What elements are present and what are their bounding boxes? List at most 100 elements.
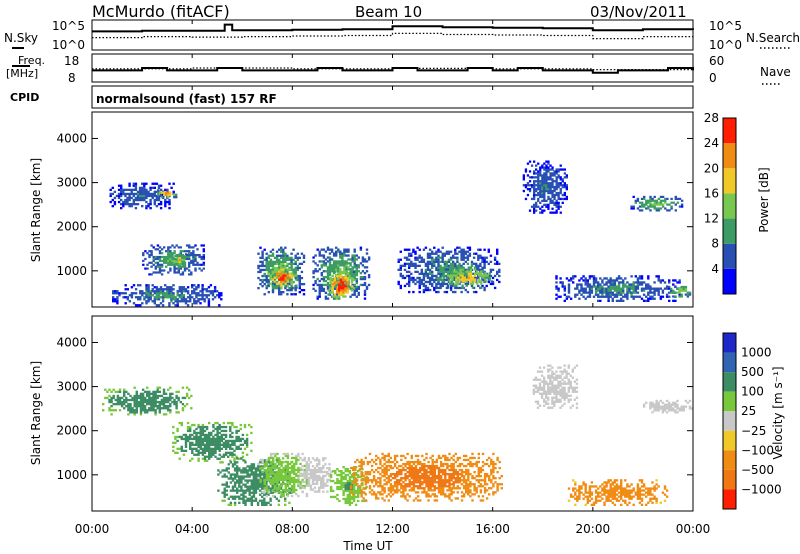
power-cell (433, 278, 436, 282)
power-cell (530, 164, 534, 167)
velocity-cell (358, 468, 361, 472)
power-cell (172, 298, 175, 301)
velocity-cell (146, 392, 149, 395)
power-cell (416, 276, 419, 280)
velocity-cell (208, 421, 211, 425)
velocity-cell (410, 475, 413, 478)
velocity-cell (295, 478, 298, 482)
power-cell (605, 293, 608, 296)
power-cell (186, 292, 190, 295)
velocity-cell (141, 396, 145, 400)
power-cell (109, 192, 112, 196)
velocity-cell (336, 477, 339, 481)
power-cell (533, 188, 536, 191)
velocity-cell (334, 470, 337, 473)
power-cell (164, 198, 167, 202)
power-cell (117, 188, 121, 191)
power-cell (408, 252, 411, 255)
power-cell (137, 304, 140, 307)
power-cell (322, 283, 326, 287)
power-cell (188, 254, 191, 257)
velocity-cell (368, 487, 372, 490)
velocity-cell (178, 457, 181, 460)
velocity-cell (311, 476, 315, 480)
velocity-cell (250, 479, 253, 482)
power-cell (172, 182, 175, 185)
velocity-cell (318, 490, 321, 493)
velocity-cell (123, 394, 126, 398)
power-cell (203, 294, 206, 297)
velocity-cell (263, 471, 266, 474)
power-cell (416, 264, 419, 267)
power-cell (441, 254, 444, 257)
velocity-cell (180, 445, 183, 448)
velocity-cell (242, 499, 245, 502)
power-cell (156, 255, 160, 259)
velocity-cell (282, 474, 285, 478)
velocity-cell (346, 489, 349, 493)
velocity-cell (278, 468, 281, 472)
power-cell (114, 300, 117, 303)
power-cell (643, 195, 646, 198)
power-cell (328, 248, 332, 251)
power-cell (435, 268, 438, 271)
velocity-cell (201, 437, 205, 441)
velocity-cell (404, 468, 407, 472)
velocity-cell (344, 483, 347, 487)
velocity-cell (301, 465, 304, 468)
power-cell (176, 304, 179, 307)
velocity-cell (218, 445, 221, 448)
velocity-cell (311, 474, 315, 478)
power-cell (545, 176, 548, 179)
power-cell (359, 246, 363, 249)
velocity-cell (387, 464, 390, 468)
velocity-cell (221, 491, 224, 494)
velocity-cell (372, 460, 376, 464)
velocity-cell (320, 486, 323, 489)
power-cell (286, 270, 289, 274)
power-cell (418, 282, 421, 286)
power-cell (397, 282, 400, 286)
power-cell (559, 188, 562, 191)
power-cell (580, 283, 583, 286)
power-cell (273, 283, 277, 286)
power-cell (482, 274, 485, 277)
power-cell (324, 279, 328, 283)
power-cell (153, 203, 156, 206)
power-cell (216, 294, 219, 297)
power-cell (464, 250, 467, 253)
power-cell (195, 286, 198, 289)
velocity-cell (189, 441, 192, 444)
velocity-cell (364, 456, 367, 460)
power-cell (493, 274, 497, 278)
power-cell (640, 209, 644, 212)
power-cell (271, 262, 275, 265)
velocity-cell (344, 497, 347, 501)
power-cell (326, 283, 330, 287)
power-cell (597, 281, 600, 284)
power-cell (154, 267, 157, 270)
power-cell (537, 186, 540, 189)
velocity-cell (237, 457, 240, 460)
velocity-cell (199, 443, 202, 446)
power-cell (218, 294, 221, 297)
velocity-cell (396, 466, 399, 470)
power-cell (553, 186, 556, 189)
power-cell (213, 296, 217, 299)
power-cell (207, 304, 211, 307)
velocity-cell (406, 485, 409, 488)
power-cell (578, 291, 581, 294)
power-cell (331, 289, 334, 292)
velocity-cell (176, 427, 179, 431)
velocity-cell (267, 474, 271, 478)
power-cell (437, 266, 440, 269)
velocity-cell (237, 445, 240, 448)
power-cell (340, 291, 343, 294)
power-cell (275, 266, 279, 270)
power-cell (328, 258, 332, 261)
power-cell (555, 287, 558, 290)
power-cell (488, 276, 491, 279)
power-cell (180, 298, 183, 301)
velocity-cell (162, 403, 166, 406)
power-cell (655, 201, 658, 204)
